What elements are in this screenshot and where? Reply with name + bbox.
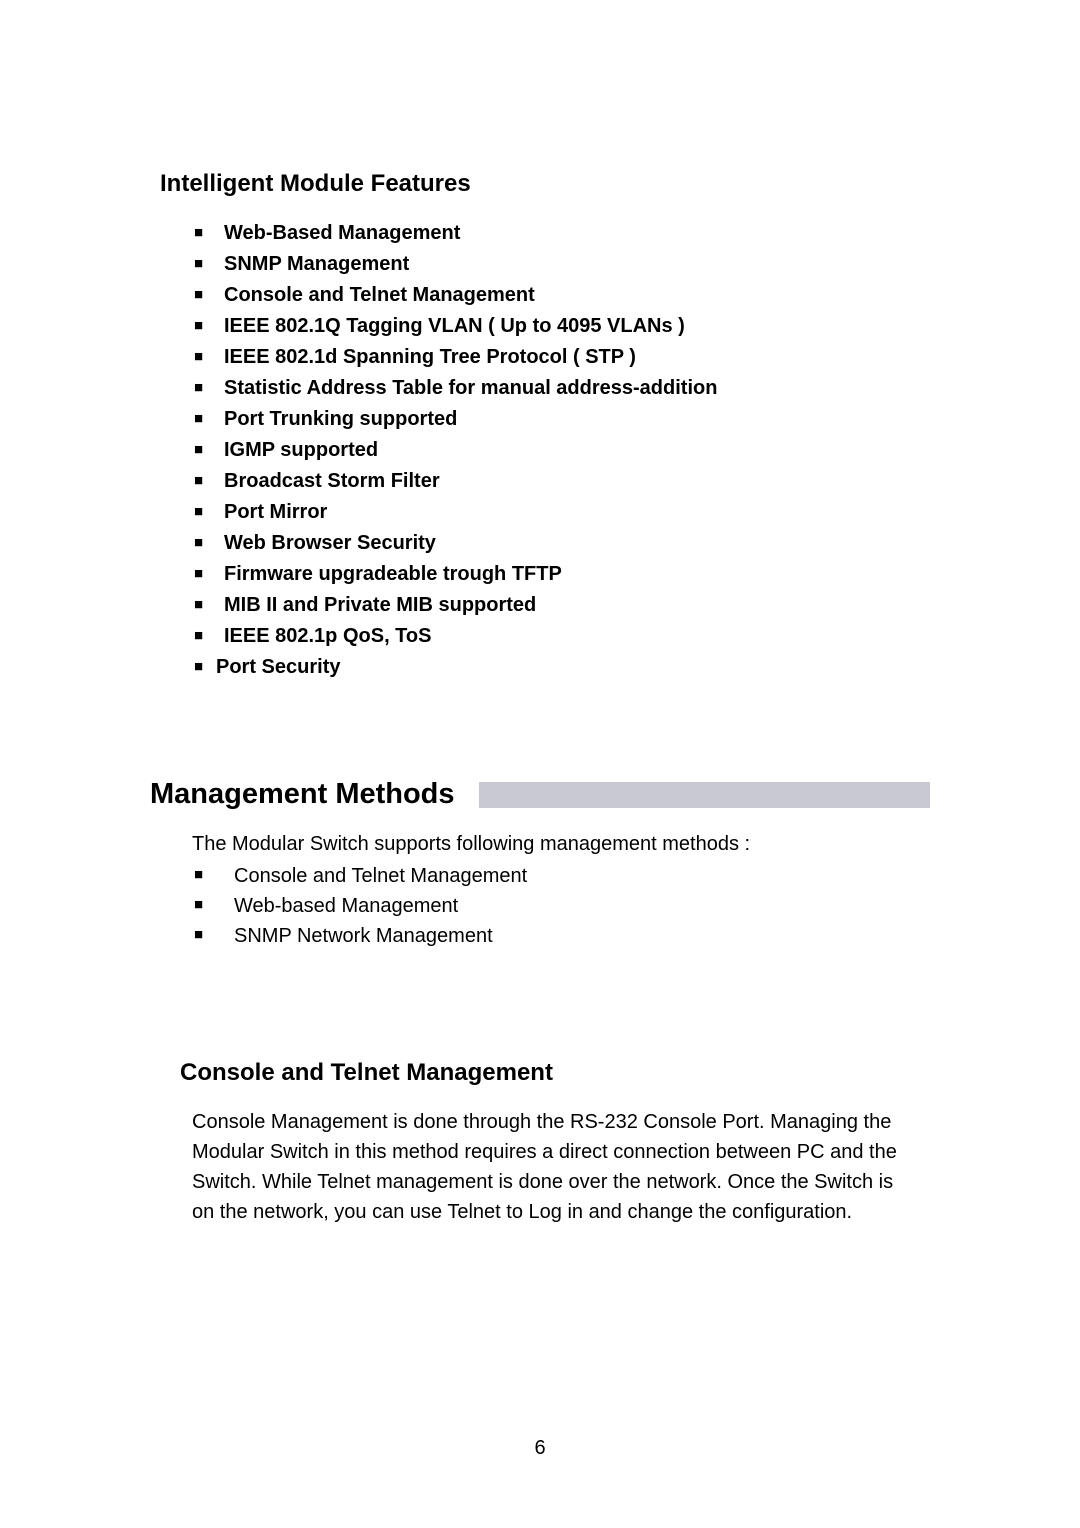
page-number: 6 (0, 1437, 1080, 1460)
methods-title: Management Methods (150, 778, 455, 811)
list-item: MIB II and Private MIB supported (194, 590, 930, 621)
features-list: Web-Based Management SNMP Management Con… (194, 218, 930, 683)
heading-bar (479, 782, 930, 808)
list-item: Port Mirror (194, 497, 930, 528)
list-item: SNMP Management (194, 249, 930, 280)
list-item: IEEE 802.1d Spanning Tree Protocol ( STP… (194, 342, 930, 373)
list-item: IEEE 802.1p QoS, ToS (194, 621, 930, 652)
list-item: IGMP supported (194, 435, 930, 466)
console-title: Console and Telnet Management (180, 1059, 930, 1087)
methods-heading-row: Management Methods (150, 778, 930, 811)
methods-intro: The Modular Switch supports following ma… (192, 829, 930, 859)
list-item: Web-based Management (194, 891, 930, 921)
list-item: Firmware upgradeable trough TFTP (194, 559, 930, 590)
list-item: Statistic Address Table for manual addre… (194, 373, 930, 404)
list-item: Port Security (194, 652, 930, 683)
console-paragraph: Console Management is done through the R… (192, 1107, 900, 1227)
list-item: Console and Telnet Management (194, 280, 930, 311)
list-item: Port Trunking supported (194, 404, 930, 435)
list-item: Web Browser Security (194, 528, 930, 559)
list-item: Web-Based Management (194, 218, 930, 249)
list-item: IEEE 802.1Q Tagging VLAN ( Up to 4095 VL… (194, 311, 930, 342)
document-page: Intelligent Module Features Web-Based Ma… (0, 0, 1080, 1287)
list-item: Broadcast Storm Filter (194, 466, 930, 497)
list-item: Console and Telnet Management (194, 861, 930, 891)
methods-list: Console and Telnet Management Web-based … (194, 861, 930, 951)
list-item: SNMP Network Management (194, 921, 930, 951)
features-title: Intelligent Module Features (160, 170, 930, 198)
